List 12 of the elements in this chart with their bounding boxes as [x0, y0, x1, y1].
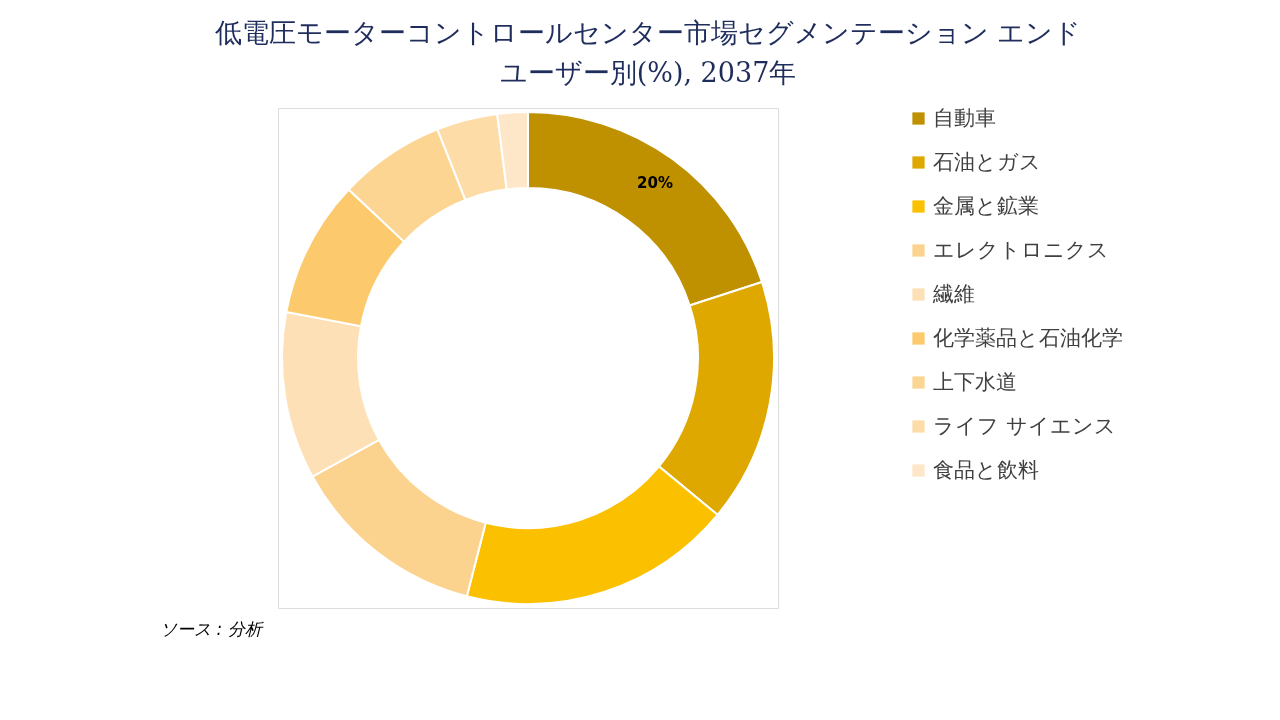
legend-label: 上下水道	[933, 369, 1017, 394]
legend-label: 化学薬品と石油化学	[933, 325, 1123, 350]
legend-label: 石油とガス	[933, 149, 1041, 174]
legend-label: 金属と鉱業	[933, 193, 1039, 218]
chart-title: 低電圧モーターコントロールセンター市場セグメンテーション エンドユーザー別(%), 2037年	[214, 17, 1082, 88]
legend-label: 食品と飲料	[933, 457, 1039, 482]
legend-label: ライフ サイエンス	[933, 413, 1116, 438]
legend-label: 自動車	[933, 105, 996, 130]
legend-label: 繊維	[932, 281, 975, 306]
data-label: 20%	[637, 174, 673, 193]
legend-label: エレクトロニクス	[933, 237, 1109, 262]
text: ソース : 分析	[160, 619, 264, 639]
